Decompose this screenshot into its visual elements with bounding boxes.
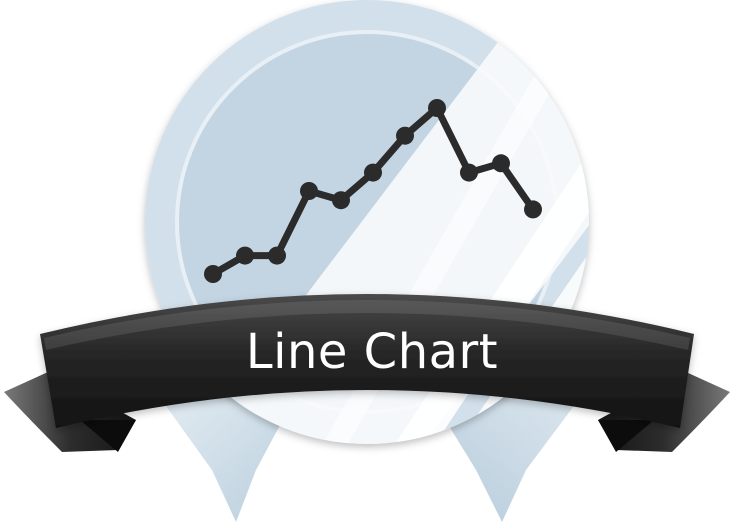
line-chart-icon: [204, 99, 542, 283]
chart-point-4: [300, 182, 318, 200]
chart-point-7: [396, 126, 414, 145]
ribbon-band: [40, 294, 694, 428]
chart-point-9: [460, 163, 478, 182]
chart-point-6: [364, 163, 382, 182]
ribbon-banner: [40, 294, 694, 428]
ribbon-highlight: [44, 300, 690, 350]
chart-point-5: [332, 191, 350, 210]
right-tail: [430, 395, 582, 522]
chart-point-10: [492, 154, 510, 173]
chart-point-1: [204, 265, 222, 283]
chart-point-2: [236, 246, 254, 265]
chart-point-8: [428, 99, 446, 117]
ribbon-left-fold: [80, 420, 136, 452]
badge-title: Line Chart: [246, 324, 498, 380]
pennant-tails: [158, 395, 582, 522]
ribbon-right-fold: [598, 420, 654, 452]
chart-point-3: [268, 246, 286, 265]
chart-point-11: [524, 200, 542, 219]
left-tail: [158, 395, 296, 522]
